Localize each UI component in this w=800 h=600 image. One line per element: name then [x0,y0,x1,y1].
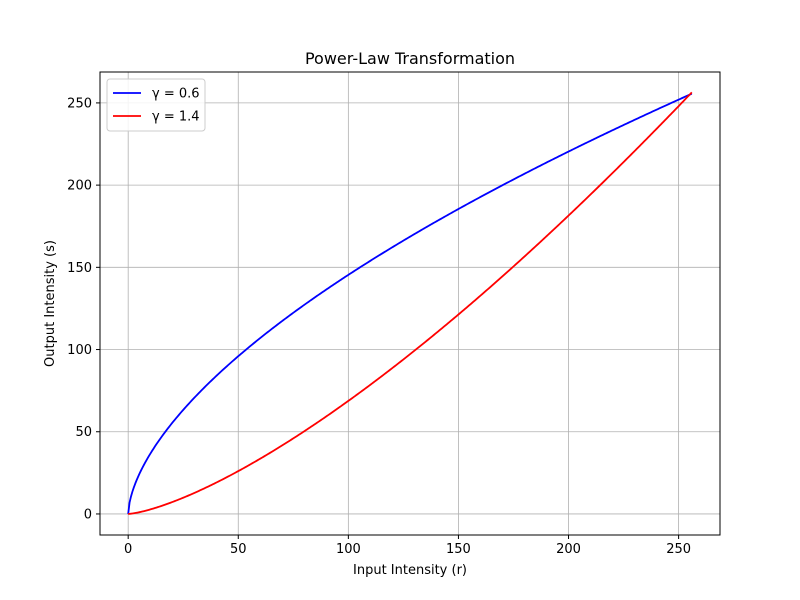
grid [100,72,720,535]
y-axis-label: Output Intensity (s) [43,240,58,367]
y-tick-label: 50 [75,425,92,440]
series-line-gamma-0-6 [127,92,693,515]
series-line-gamma-1-4 [128,91,693,515]
y-tick-label: 0 [84,507,92,522]
legend: γ = 0.6 γ = 1.4 [106,78,206,132]
y-tick-label: 250 [67,96,92,111]
y-tick-label: 100 [67,343,92,358]
legend-label: γ = 1.4 [152,110,200,125]
y-tick-label: 150 [67,261,92,276]
x-tick-label: 100 [336,542,361,557]
legend-label: γ = 0.6 [152,87,200,102]
series-layer [127,91,693,515]
x-tick-label: 50 [230,542,247,557]
y-tick-label: 200 [67,179,92,194]
x-axis-label: Input Intensity (r) [353,563,467,578]
plot-frame [99,71,721,536]
x-tick-label: 0 [124,542,132,557]
x-tick-label: 250 [666,542,691,557]
legend-box [106,78,206,132]
x-tick-label: 150 [446,542,471,557]
ticks: 0 50 100 150 200 250 0 50 100 150 200 250 [67,96,691,557]
x-tick-label: 200 [556,542,581,557]
chart-title: Power-Law Transformation [305,49,515,68]
